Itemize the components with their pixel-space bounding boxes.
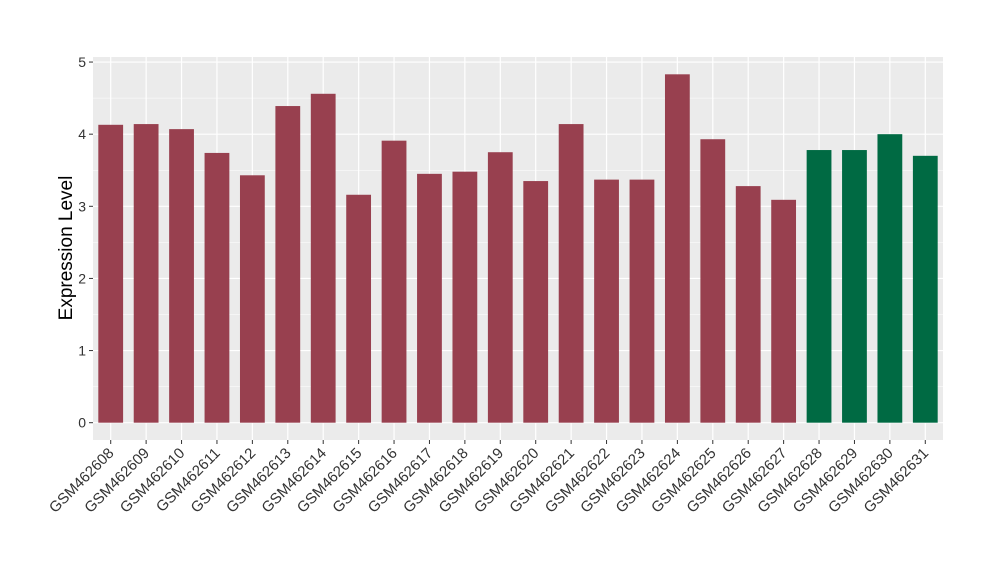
y-tick-label: 0: [78, 415, 86, 431]
bar: [912, 155, 938, 423]
bar: [417, 173, 442, 423]
y-axis-label: Expression Level: [56, 176, 77, 321]
bar: [204, 152, 230, 423]
y-tick-label: 2: [78, 270, 86, 286]
bar: [381, 140, 407, 423]
bar: [700, 139, 726, 423]
bar: [98, 124, 124, 423]
plot-panel: [93, 57, 943, 440]
bar: [558, 124, 584, 423]
y-tick-label: 4: [78, 126, 86, 142]
bar: [346, 194, 372, 423]
bar: [877, 134, 903, 423]
y-tick-label: 3: [78, 198, 86, 214]
bar: [452, 171, 478, 423]
bar: [487, 152, 513, 423]
bar: [806, 150, 832, 423]
bar: [169, 129, 194, 423]
y-tick-label: 5: [78, 54, 86, 70]
bar: [275, 106, 301, 423]
bar: [842, 150, 867, 423]
bar: [239, 175, 265, 423]
bar: [735, 186, 761, 423]
bar: [629, 179, 655, 423]
bar: [664, 74, 690, 423]
bar: [133, 124, 159, 423]
bar: [771, 199, 797, 423]
bar: [523, 181, 549, 423]
bar: [310, 93, 336, 423]
bar: [594, 179, 619, 423]
y-tick-label: 1: [78, 343, 86, 359]
